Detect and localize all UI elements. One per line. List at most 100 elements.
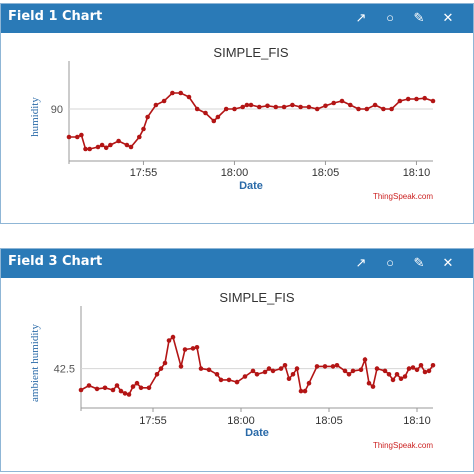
data-point [146,385,152,391]
data-point [342,368,348,374]
x-tick-label: 18:10 [403,415,431,427]
data-point [390,377,396,383]
data-point [282,363,288,368]
series-line [69,92,434,150]
data-point [99,142,105,148]
chart-title: SIMPLE_FIS [213,45,288,60]
data-point [232,106,237,112]
data-point [294,366,300,371]
data-point [190,346,196,351]
data-point [262,369,268,375]
data-point [102,385,108,391]
y-axis-label: ambient humidity [29,324,41,402]
data-point [394,372,400,377]
x-tick-label: 18:00 [221,167,249,179]
panel-title: Field 3 Chart [8,254,103,269]
data-point [242,374,248,379]
data-point [203,110,208,116]
external-link-icon[interactable]: ↗ [355,10,367,25]
data-point [346,372,352,377]
data-point [118,388,124,394]
close-icon[interactable]: ✕ [442,10,454,25]
data-point [66,134,72,140]
panel-header: Field 3 Chart ↗ ○ ✎ ✕ [1,249,473,278]
data-point [366,380,372,386]
data-point [306,104,312,110]
data-point [218,377,224,383]
data-point [273,104,279,110]
x-axis-label: Date [245,427,269,439]
close-icon[interactable]: ✕ [442,255,454,270]
data-point [422,95,428,101]
external-link-icon[interactable]: ↗ [355,255,367,270]
chart-title: SIMPLE_FIS [219,290,294,305]
data-point [265,103,270,109]
data-point [103,145,109,151]
data-point [350,368,356,374]
comment-icon[interactable]: ○ [386,255,394,270]
data-point [83,146,88,152]
pencil-icon[interactable]: ✎ [413,10,425,25]
data-point [322,364,328,369]
data-point [422,369,428,375]
data-point [286,376,292,381]
data-point [410,365,416,370]
data-point [348,102,353,108]
data-point [402,374,408,379]
x-tick-label: 17:55 [130,167,158,179]
data-point [254,372,260,377]
thingspeak-credit: ThingSpeak.com [373,192,433,201]
data-point [79,132,84,138]
data-point [130,384,136,389]
data-point [182,347,188,352]
data-point [281,104,287,110]
data-point [290,372,296,377]
data-point [178,364,184,369]
data-point [141,126,146,132]
data-point [339,98,345,104]
data-point [370,384,376,389]
data-point [331,100,337,106]
data-point [124,142,130,148]
comment-icon[interactable]: ○ [386,10,394,25]
data-point [178,90,183,96]
data-point [240,104,245,110]
data-point [382,368,388,374]
data-point [306,380,312,386]
data-point [223,106,229,112]
data-point [126,392,132,397]
data-point [206,367,212,373]
data-point [405,96,411,102]
pencil-icon[interactable]: ✎ [413,255,425,270]
data-point [414,367,420,373]
data-point [389,106,394,112]
data-point [110,387,116,393]
data-point [161,98,167,104]
data-point [137,134,142,140]
data-point [430,98,436,104]
y-tick-label: 90 [51,104,63,116]
data-point [244,102,250,108]
data-point [198,366,204,371]
x-tick-label: 18:05 [315,415,343,427]
y-tick-label: 42.5 [54,364,75,376]
data-point [134,380,140,386]
data-point [215,114,221,120]
data-point [87,146,92,152]
data-point [170,334,176,340]
data-point [211,118,217,124]
data-point [116,138,121,144]
data-point [323,103,328,109]
data-point [194,106,200,112]
data-point [75,134,80,140]
data-point [298,388,304,394]
data-point [266,366,272,371]
data-point [386,372,392,377]
data-point [381,106,386,112]
data-point [330,364,336,369]
x-tick-label: 18:10 [403,167,431,179]
data-point [250,368,256,374]
data-point [122,391,128,396]
data-point [94,386,100,392]
data-point [78,387,84,393]
